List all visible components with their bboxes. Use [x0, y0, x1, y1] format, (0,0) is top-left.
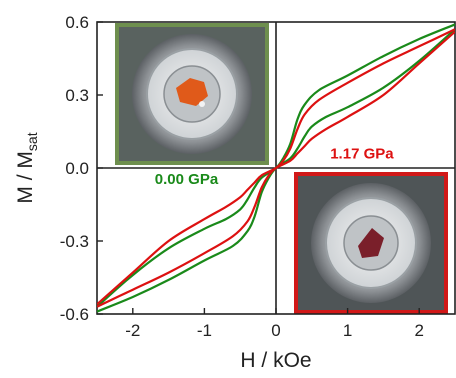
y-axis-title: M / Msat [14, 132, 40, 203]
y-axis-title-sub: sat [24, 132, 40, 151]
annotation-label-1: 1.17 GPa [330, 145, 394, 162]
x-tick-label: 0 [271, 321, 280, 340]
x-axis-title: H / kOe [240, 349, 311, 372]
y-tick-label: -0.6 [60, 305, 89, 324]
x-tick-label: 2 [414, 321, 423, 340]
y-tick-label: 0.6 [65, 13, 89, 32]
y-tick-label: 0.0 [65, 159, 89, 178]
series-1-branch-1-line [97, 30, 455, 308]
y-tick-label: -0.3 [60, 232, 89, 251]
y-tick-label: 0.3 [65, 86, 89, 105]
x-tick-label: 1 [343, 321, 352, 340]
annotation-label-0: 0.00 GPa [155, 171, 219, 188]
x-tick-label: -1 [197, 321, 212, 340]
inset-0-gpa [115, 23, 269, 165]
x-tick-label: -2 [125, 321, 140, 340]
inset-1-17-gpa [294, 172, 448, 314]
y-axis-title-main: M / M [14, 151, 37, 204]
